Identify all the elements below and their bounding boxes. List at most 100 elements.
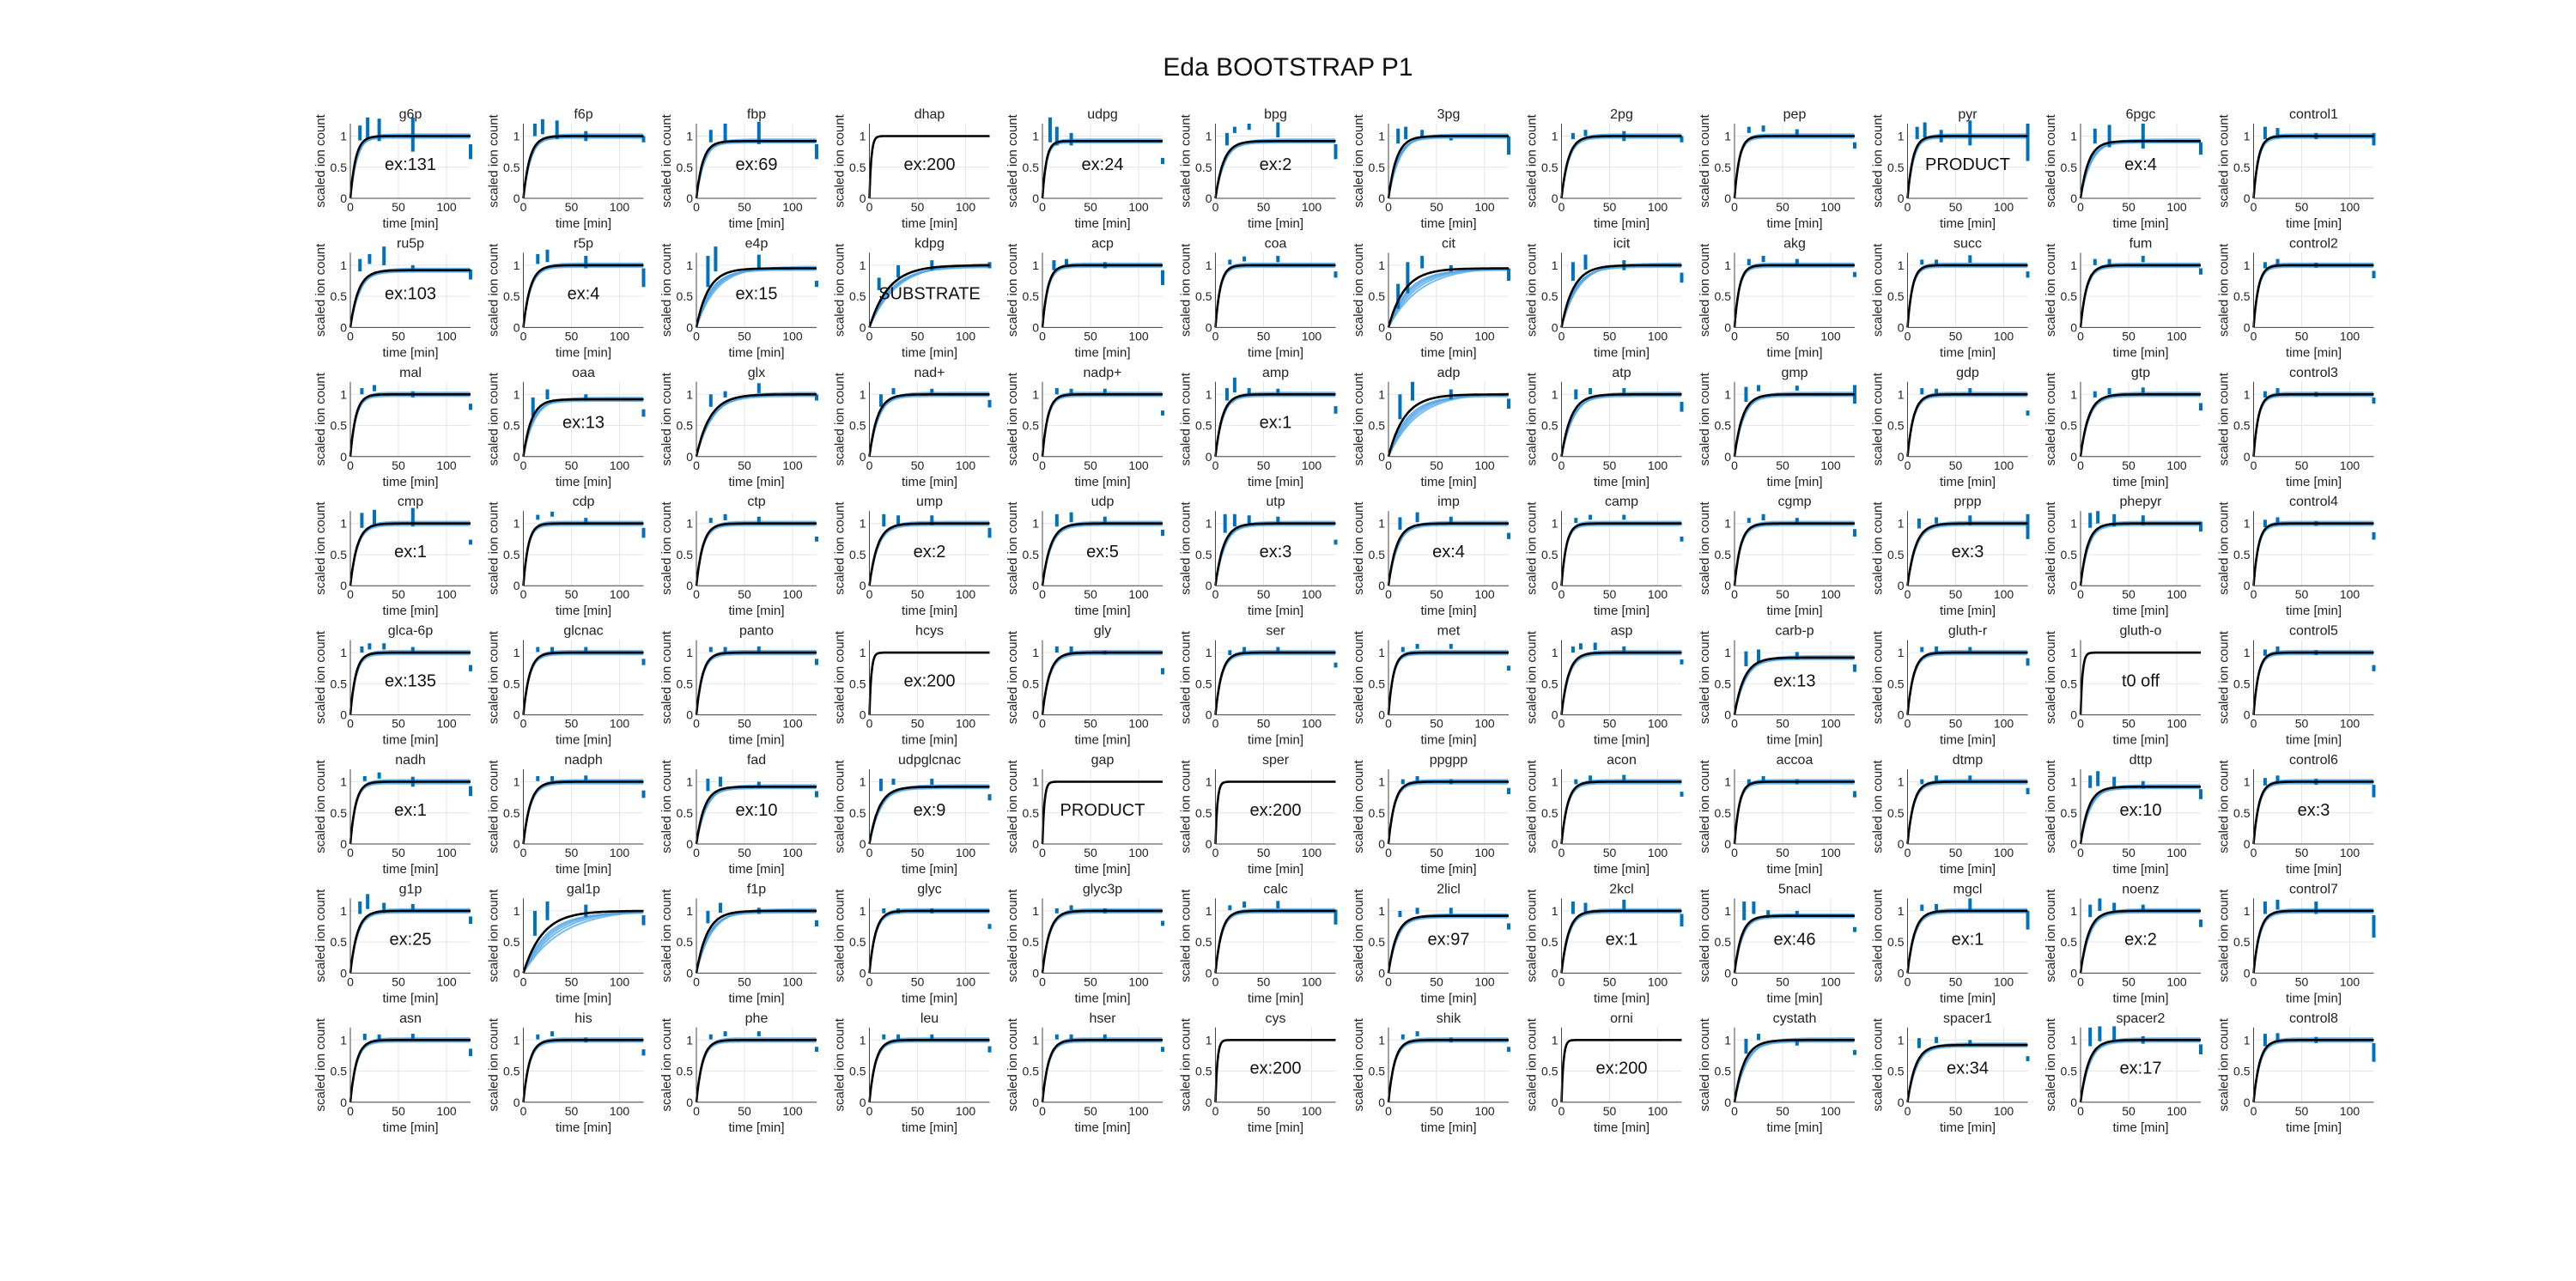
y-axis-label: scaled ion count: [1525, 113, 1540, 207]
fit-curve: [1214, 651, 1336, 715]
bootstrap-curve: [1388, 134, 1509, 199]
x-axis-label: time [min]: [1940, 604, 1996, 618]
x-tick-label: 0: [866, 200, 873, 214]
bootstrap-curve: [1388, 1037, 1509, 1102]
bootstrap-curve: [1906, 1042, 2027, 1102]
bootstrap-curve: [868, 784, 989, 845]
y-tick-label: 0.5: [1369, 419, 1386, 433]
subplot-title: f6p: [574, 107, 592, 122]
y-axis-label: scaled ion count: [1005, 1017, 1020, 1111]
subplot-title: dtmp: [1953, 753, 1984, 768]
subplot-carb-p: 0 50 100 0 0.5 1 time [min] scaled ion count car…: [1698, 624, 1856, 748]
y-tick-label: 1: [1552, 517, 1558, 531]
y-axis-label: scaled ion count: [1525, 501, 1540, 595]
x-tick-label: 100: [2166, 1104, 2187, 1118]
fit-curve: [522, 398, 644, 457]
subplot-shik: 0 50 100 0 0.5 1 time [min] scaled ion count shi…: [1352, 1011, 1510, 1135]
y-tick-label: 1: [1032, 130, 1039, 143]
x-axis-label: time [min]: [1766, 862, 1822, 877]
y-tick-label: 1: [513, 775, 520, 789]
y-tick-label: 1: [340, 1033, 347, 1047]
subplot-mgcl: 0 50 100 0 0.5 1 time [min] scaled ion count mgc…: [1871, 882, 2030, 1005]
x-tick-label: 100: [1128, 329, 1149, 343]
fit-curve: [1906, 264, 2028, 328]
x-tick-label: 50: [392, 846, 405, 859]
fit-curve: [1214, 393, 1336, 457]
subplot-leu: 0 50 100 0 0.5 1 time [min] scaled ion count leu: [833, 1011, 992, 1135]
bootstrap-curve: [696, 1041, 817, 1102]
subplot-5nacl: 0 50 100 0 0.5 1 time [min] scaled ion count 5na…: [1698, 882, 1856, 1005]
y-tick-label: 1: [1898, 258, 1905, 272]
x-tick-label: 0: [2077, 458, 2084, 472]
subplot-title: cmp: [398, 495, 423, 509]
x-tick-label: 0: [2077, 587, 2084, 601]
y-tick-label: 1: [2070, 130, 2077, 143]
y-tick-label: 0: [1552, 1096, 1558, 1109]
x-tick-label: 50: [1603, 458, 1617, 472]
bootstrap-curve: [1734, 779, 1855, 845]
x-axis-label: time [min]: [1766, 345, 1822, 360]
y-tick-label: 0: [686, 320, 693, 334]
y-tick-label: 0: [1898, 966, 1905, 980]
y-axis-label: scaled ion count: [1698, 1017, 1712, 1111]
subplot-title: dhap: [914, 107, 945, 122]
bootstrap-curve: [1734, 134, 1855, 199]
fit-curve: [1560, 909, 1682, 974]
y-tick-label: 0: [1898, 1096, 1905, 1109]
subplot-annotation: ex:2: [914, 543, 946, 562]
bootstrap-curve: [522, 137, 643, 199]
subplot-annotation: ex:200: [1595, 1059, 1647, 1078]
x-axis-label: time [min]: [728, 345, 784, 360]
x-tick-label: 0: [1039, 587, 1046, 601]
y-tick-label: 1: [1552, 904, 1558, 918]
x-tick-label: 50: [1949, 717, 1963, 731]
x-axis-label: time [min]: [1594, 733, 1649, 748]
fit-curve: [1906, 909, 2028, 974]
subplot-title: glcnac: [563, 624, 603, 639]
y-tick-label: 0: [1724, 191, 1731, 205]
x-axis-label: time [min]: [382, 733, 438, 748]
subplot-cys: 0 50 100 0 0.5 1 time [min] scaled ion count cys…: [1179, 1011, 1336, 1135]
bootstrap-curve: [2252, 653, 2373, 715]
x-tick-label: 100: [610, 458, 630, 472]
y-tick-label: 0.5: [1369, 289, 1386, 303]
x-tick-label: 0: [2077, 1104, 2084, 1118]
x-tick-label: 0: [1385, 717, 1392, 731]
subplot-annotation: ex:69: [736, 155, 778, 174]
y-axis-label: scaled ion count: [833, 243, 848, 337]
bootstrap-curve: [1560, 653, 1681, 715]
x-tick-label: 50: [1776, 846, 1789, 859]
y-tick-label: 0: [1206, 579, 1212, 592]
x-axis-label: time [min]: [1420, 216, 1476, 231]
x-tick-label: 0: [2077, 974, 2084, 988]
bootstrap-curve: [1388, 780, 1509, 845]
x-tick-label: 50: [1084, 846, 1097, 859]
subplot-f6p: 0 50 100 0 0.5 1 time [min] scaled ion count f6p: [487, 107, 646, 231]
bootstrap-curve: [2080, 521, 2201, 586]
x-axis-label: time [min]: [2286, 991, 2342, 1005]
x-tick-label: 100: [2340, 587, 2360, 601]
x-tick-label: 100: [1128, 200, 1149, 214]
x-axis-label: time [min]: [1074, 733, 1130, 748]
subplot-calc: 0 50 100 0 0.5 1 time [min] scaled ion count cal…: [1179, 882, 1338, 1005]
fit-curve: [2252, 135, 2374, 199]
x-tick-label: 100: [2340, 846, 2360, 859]
bootstrap-curve: [1388, 1040, 1509, 1102]
y-axis-label: scaled ion count: [313, 759, 328, 853]
y-tick-label: 0.5: [2233, 806, 2251, 820]
x-tick-label: 0: [2251, 200, 2257, 214]
fit-curve: [1733, 264, 1855, 328]
bootstrap-curve: [1734, 392, 1855, 457]
bootstrap-curve: [696, 523, 817, 586]
x-tick-label: 0: [1558, 717, 1565, 731]
bootstrap-curve: [696, 908, 817, 974]
x-tick-label: 0: [2077, 200, 2084, 214]
y-axis-label: scaled ion count: [487, 113, 501, 207]
y-tick-label: 1: [686, 130, 693, 143]
subplot-title: control3: [2289, 366, 2338, 380]
y-tick-label: 0.5: [2233, 419, 2251, 433]
fit-curve: [1214, 140, 1336, 199]
subplot-annotation: ex:2: [2124, 930, 2157, 949]
subplot-annotation: ex:15: [736, 284, 778, 303]
y-tick-label: 0: [2070, 837, 2077, 851]
